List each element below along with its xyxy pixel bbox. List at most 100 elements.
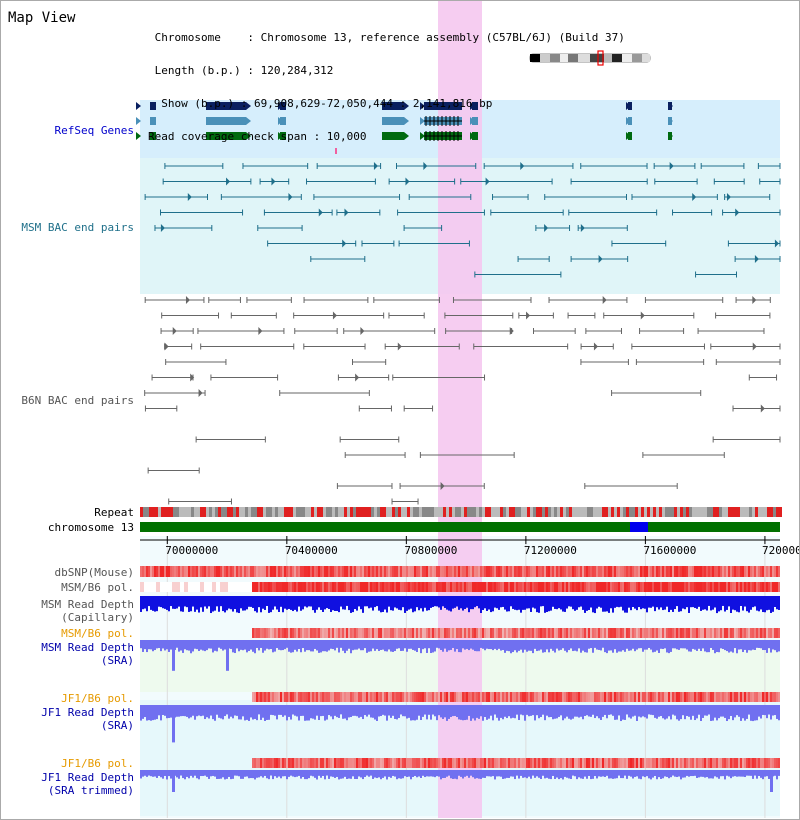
polymorphism-cell bbox=[538, 566, 540, 577]
read-depth-bar bbox=[740, 596, 742, 607]
read-depth-bar bbox=[620, 770, 622, 779]
read-depth-bar bbox=[444, 596, 446, 608]
repeat-segment bbox=[581, 507, 584, 517]
polymorphism-cell bbox=[736, 582, 738, 592]
track-label-b6n-bac[interactable]: B6N BAC end pairs bbox=[21, 394, 134, 407]
repeat-segment bbox=[533, 507, 536, 517]
polymorphism-cell bbox=[722, 566, 724, 577]
read-depth-bar bbox=[166, 705, 168, 719]
polymorphism-cell bbox=[144, 566, 146, 577]
polymorphism-cell bbox=[664, 692, 666, 702]
polymorphism-cell bbox=[332, 758, 334, 768]
refseq-gene-arrow bbox=[246, 132, 251, 140]
polymorphism-cell bbox=[552, 628, 554, 638]
polymorphism-cell bbox=[580, 628, 582, 638]
repeat-segment bbox=[704, 507, 707, 517]
read-depth-bar bbox=[532, 640, 534, 654]
polymorphism-cell bbox=[702, 582, 704, 592]
polymorphism-cell bbox=[456, 628, 458, 638]
read-depth-bar bbox=[422, 770, 424, 776]
polymorphism-cell bbox=[708, 692, 710, 702]
read-depth-bar bbox=[206, 640, 208, 651]
polymorphism-cell bbox=[498, 566, 500, 577]
polymorphism-cell bbox=[466, 582, 468, 592]
ideogram-band bbox=[604, 54, 612, 62]
polymorphism-cell bbox=[310, 582, 312, 592]
read-depth-bar bbox=[294, 705, 296, 716]
polymorphism-cell bbox=[502, 758, 504, 768]
read-depth-bar bbox=[748, 770, 750, 776]
read-depth-bar bbox=[508, 596, 510, 612]
repeat-segment bbox=[365, 507, 368, 517]
read-depth-bar bbox=[696, 596, 698, 609]
read-depth-bar bbox=[722, 705, 724, 717]
polymorphism-cell bbox=[350, 692, 352, 702]
polymorphism-cell bbox=[452, 628, 454, 638]
polymorphism-cell bbox=[502, 566, 504, 577]
read-depth-bar bbox=[212, 705, 214, 720]
read-depth-bar bbox=[160, 596, 162, 608]
read-depth-bar bbox=[254, 705, 256, 719]
repeat-segment bbox=[698, 507, 701, 517]
polymorphism-cell bbox=[620, 758, 622, 768]
read-depth-bar bbox=[434, 596, 436, 607]
repeat-segment bbox=[200, 507, 203, 517]
read-depth-bar bbox=[698, 770, 700, 778]
polymorphism-cell bbox=[438, 692, 440, 702]
polymorphism-cell bbox=[610, 582, 612, 592]
polymorphism-cell bbox=[272, 628, 274, 638]
read-depth-bar bbox=[302, 705, 304, 716]
polymorphism-cell bbox=[668, 566, 670, 577]
polymorphism-cell bbox=[346, 582, 348, 592]
polymorphism-cell bbox=[742, 582, 744, 592]
read-depth-bar bbox=[396, 640, 398, 649]
read-depth-bar bbox=[534, 770, 536, 778]
polymorphism-cell bbox=[330, 566, 332, 577]
repeat-segment bbox=[647, 507, 650, 517]
polymorphism-cell bbox=[624, 566, 626, 577]
bac-end-arrow bbox=[526, 311, 531, 320]
read-depth-bar bbox=[642, 705, 644, 717]
polymorphism-cell bbox=[342, 582, 344, 592]
read-depth-bar bbox=[326, 640, 328, 652]
repeat-segment bbox=[263, 507, 266, 517]
polymorphism-cell bbox=[414, 758, 416, 768]
polymorphism-cell bbox=[628, 582, 630, 592]
polymorphism-cell bbox=[736, 692, 738, 702]
polymorphism-cell bbox=[356, 692, 358, 702]
polymorphism-cell bbox=[604, 628, 606, 638]
read-depth-bar bbox=[446, 596, 448, 610]
track-label-msm-bac[interactable]: MSM BAC end pairs bbox=[21, 221, 134, 234]
polymorphism-cell bbox=[398, 582, 400, 592]
read-depth-bar bbox=[484, 705, 486, 718]
track-label-refseq[interactable]: RefSeq Genes bbox=[54, 124, 134, 137]
polymorphism-cell bbox=[774, 628, 776, 638]
repeat-segment bbox=[452, 507, 455, 517]
polymorphism-cell bbox=[562, 628, 564, 638]
read-depth-bar bbox=[710, 705, 712, 721]
polymorphism-cell bbox=[422, 692, 424, 702]
read-depth-bar bbox=[270, 596, 272, 613]
read-depth-bar bbox=[660, 705, 662, 717]
polymorphism-cell bbox=[732, 582, 734, 592]
polymorphism-cell bbox=[490, 692, 492, 702]
read-depth-bar bbox=[506, 596, 508, 612]
read-depth-bar bbox=[676, 705, 678, 720]
read-depth-bar bbox=[584, 770, 586, 777]
polymorphism-cell bbox=[528, 628, 530, 638]
info-line-show: Show (b.p.) : 69,908,629-72,050,444 : 2,… bbox=[148, 97, 493, 110]
read-depth-bar bbox=[678, 770, 680, 777]
repeat-segment bbox=[212, 507, 215, 517]
read-depth-bar bbox=[620, 640, 622, 652]
read-depth-bar bbox=[500, 770, 502, 777]
polymorphism-cell bbox=[470, 566, 472, 577]
polymorphism-cell bbox=[602, 758, 604, 768]
polymorphism-cell bbox=[280, 692, 282, 702]
read-depth-bar bbox=[462, 705, 464, 721]
polymorphism-cell bbox=[394, 692, 396, 702]
read-depth-bar bbox=[732, 596, 734, 610]
read-depth-bar bbox=[666, 770, 668, 777]
polymorphism-cell bbox=[468, 566, 470, 577]
polymorphism-cell bbox=[240, 566, 242, 577]
read-depth-bar bbox=[390, 705, 392, 718]
